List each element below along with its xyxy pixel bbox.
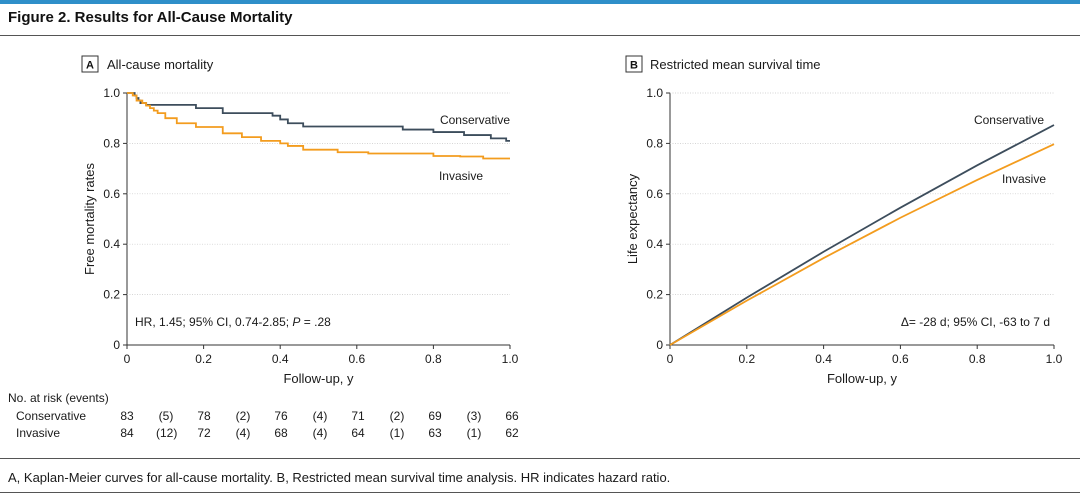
panel-letter-box — [625, 55, 643, 73]
risk-cell: (12) — [156, 426, 178, 440]
y-tick-label: 0.2 — [646, 288, 663, 302]
x-tick-label: 1.0 — [502, 352, 519, 366]
risk-cell: (1) — [389, 426, 405, 440]
x-tick-label: 1.0 — [1046, 352, 1063, 366]
figure-title: Figure 2. Results for All-Cause Mortalit… — [8, 9, 293, 26]
x-axis-label: Follow-up, y — [827, 371, 898, 386]
x-tick-label: 0.6 — [892, 352, 909, 366]
x-tick-label: 0.6 — [348, 352, 365, 366]
risk-cell: (4) — [312, 426, 328, 440]
y-tick-label: 0.8 — [103, 136, 120, 150]
stat-annotation-part: P — [292, 315, 300, 329]
stat-annotation: Δ= -28 d; 95% CI, -63 to 7 d — [901, 315, 1050, 329]
risk-cell: 69 — [428, 409, 442, 423]
panel-letter-box — [81, 55, 99, 73]
caption-top-divider — [0, 458, 1080, 459]
y-tick-label: 0.2 — [103, 288, 120, 302]
risk-cell: (4) — [235, 426, 251, 440]
figure-caption: A, Kaplan-Meier curves for all-cause mor… — [8, 470, 671, 485]
series-label-invasive: Invasive — [1002, 172, 1046, 186]
risk-cell: (5) — [158, 409, 174, 423]
stat-annotation-part: = .28 — [300, 315, 331, 329]
panel-title: All-cause mortality — [107, 57, 214, 72]
risk-cell: (2) — [235, 409, 251, 423]
risk-row-label: Conservative — [16, 409, 87, 423]
risk-cell: 63 — [428, 426, 442, 440]
risk-table-title: No. at risk (events) — [8, 391, 109, 405]
series-label-conservative: Conservative — [440, 113, 510, 127]
risk-cell: 78 — [197, 409, 211, 423]
y-tick-label: 0 — [656, 338, 663, 352]
x-tick-label: 0 — [124, 352, 131, 366]
x-axis-label: Follow-up, y — [283, 371, 354, 386]
y-axis-label: Life expectancy — [625, 173, 640, 264]
risk-cell: 72 — [197, 426, 211, 440]
series-line-conservative — [669, 124, 1055, 346]
caption-bottom-divider — [0, 492, 1080, 493]
y-tick-label: 0.4 — [103, 237, 120, 251]
y-tick-label: 0.6 — [646, 187, 663, 201]
stat-annotation-part: HR, 1.45; 95% CI, 0.74-2.85; — [135, 315, 292, 329]
risk-cell: (1) — [466, 426, 482, 440]
panel-letter: A — [86, 60, 94, 72]
x-tick-label: 0.8 — [425, 352, 442, 366]
y-tick-label: 0.8 — [646, 136, 663, 150]
y-tick-label: 1.0 — [646, 86, 663, 100]
x-tick-label: 0 — [667, 352, 674, 366]
panel-letter: B — [630, 60, 638, 72]
risk-cell: 66 — [505, 409, 519, 423]
stat-annotation: HR, 1.45; 95% CI, 0.74-2.85; P = .28 — [135, 315, 331, 329]
series-line-invasive — [127, 92, 510, 160]
top-accent-bar — [0, 0, 1080, 4]
y-tick-label: 0.4 — [646, 237, 663, 251]
x-tick-label: 0.2 — [738, 352, 755, 366]
risk-cell: (4) — [312, 409, 328, 423]
x-tick-label: 0.4 — [815, 352, 832, 366]
risk-cell: 83 — [120, 409, 134, 423]
risk-cell: 62 — [505, 426, 519, 440]
y-tick-label: 0.6 — [103, 187, 120, 201]
series-label-invasive: Invasive — [439, 169, 483, 183]
risk-cell: 71 — [351, 409, 365, 423]
risk-cell: 84 — [120, 426, 134, 440]
y-axis-label: Free mortality rates — [82, 163, 97, 275]
x-tick-label: 0.2 — [195, 352, 212, 366]
x-tick-label: 0.4 — [272, 352, 289, 366]
risk-cell: 68 — [274, 426, 288, 440]
y-tick-label: 0 — [113, 338, 120, 352]
risk-cell: (2) — [389, 409, 405, 423]
risk-row-label: Invasive — [16, 426, 61, 440]
risk-cell: 64 — [351, 426, 365, 440]
x-tick-label: 0.8 — [969, 352, 986, 366]
risk-cell: 76 — [274, 409, 288, 423]
y-tick-label: 1.0 — [103, 86, 120, 100]
panel-title: Restricted mean survival time — [650, 57, 821, 72]
series-line-invasive — [669, 143, 1055, 346]
risk-cell: (3) — [466, 409, 482, 423]
title-divider — [0, 35, 1080, 36]
series-label-conservative: Conservative — [974, 113, 1044, 127]
